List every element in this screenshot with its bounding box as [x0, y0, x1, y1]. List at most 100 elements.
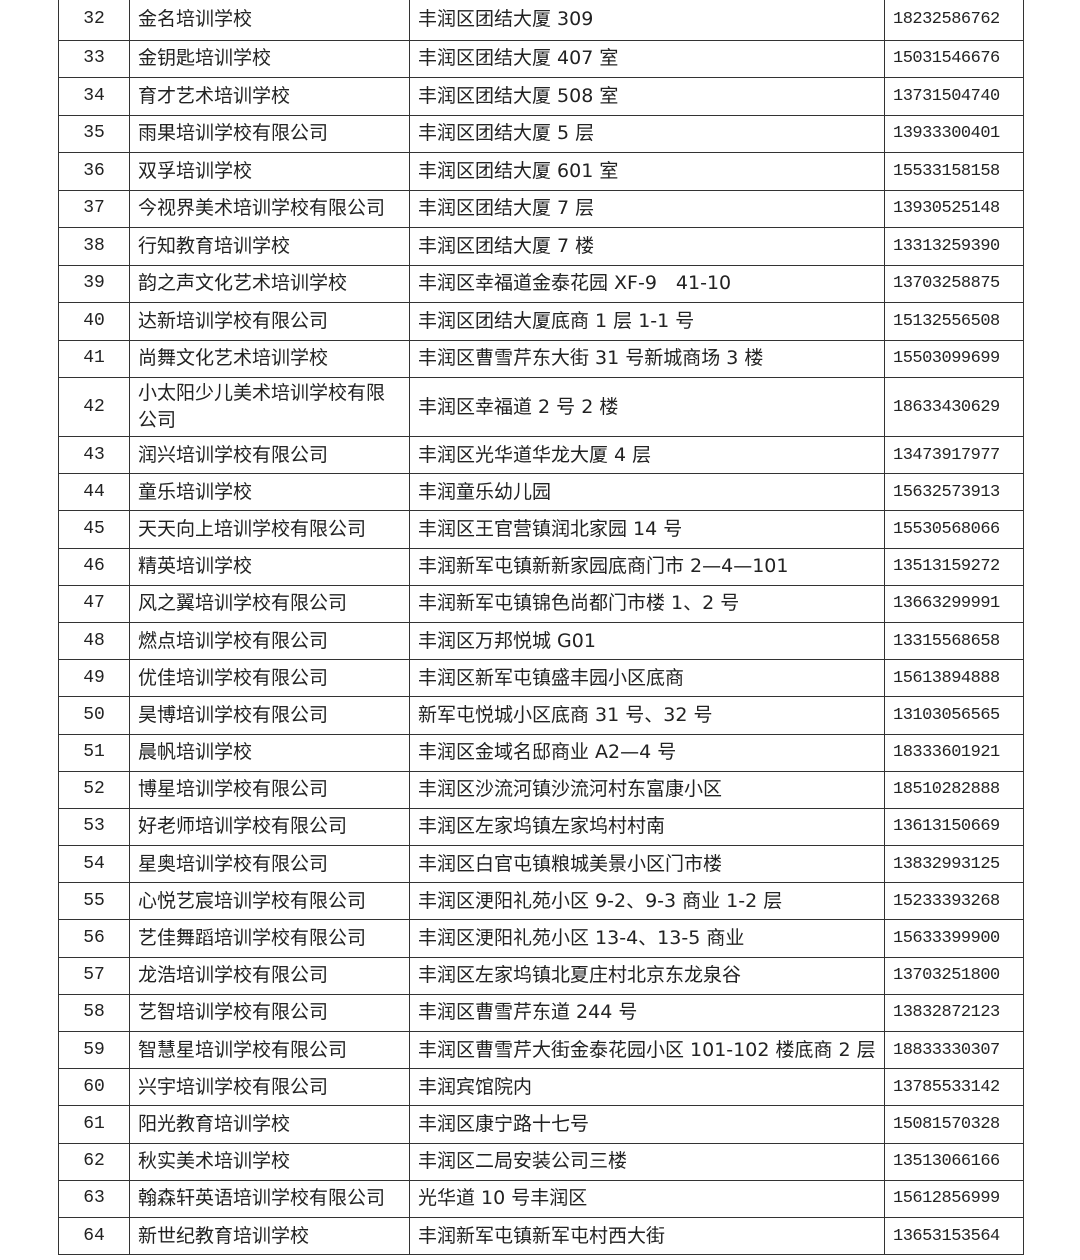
- phone-number: 13613150669: [884, 807, 1024, 847]
- address: 光华道 10 号丰润区: [409, 1179, 885, 1218]
- phone-number: 15031546676: [884, 39, 1024, 78]
- table-row: 63 翰森轩英语培训学校有限公司 光华道 10 号丰润区 15612856999: [58, 1179, 1024, 1218]
- address: 丰润区团结大厦 7 层: [409, 189, 885, 228]
- phone-number: 15633399900: [884, 919, 1024, 958]
- phone-number: 15533158158: [884, 152, 1024, 191]
- table-row: 49 优佳培训学校有限公司 丰润区新军屯镇盛丰园小区底商 15613894888: [58, 659, 1024, 698]
- phone-number: 13313259390: [884, 227, 1024, 266]
- row-number: 36: [58, 152, 130, 191]
- address: 新军屯悦城小区底商 31 号、32 号: [409, 696, 885, 735]
- phone-number: 15132556508: [884, 302, 1024, 341]
- row-number: 35: [58, 114, 130, 153]
- row-number: 54: [58, 845, 130, 884]
- row-number: 49: [58, 659, 130, 698]
- phone-number: 13473917977: [884, 435, 1024, 475]
- address: 丰润区新军屯镇盛丰园小区底商: [409, 659, 885, 698]
- school-name: 优佳培训学校有限公司: [129, 659, 410, 698]
- phone-number: 13513066166: [884, 1142, 1024, 1181]
- row-number: 39: [58, 264, 130, 303]
- phone-number: 15632573913: [884, 473, 1024, 512]
- school-name: 艺佳舞蹈培训学校有限公司: [129, 919, 410, 958]
- address: 丰润宾馆院内: [409, 1068, 885, 1107]
- address: 丰润区幸福道金泰花园 XF-9 41-10: [409, 264, 885, 303]
- row-number: 45: [58, 510, 130, 549]
- school-name: 好老师培训学校有限公司: [129, 807, 410, 847]
- school-name: 童乐培训学校: [129, 473, 410, 512]
- phone-number: 13103056565: [884, 696, 1024, 735]
- row-number: 48: [58, 621, 130, 661]
- school-name: 小太阳少儿美术培训学校有限公司: [129, 377, 410, 437]
- table-row: 42 小太阳少儿美术培训学校有限公司 丰润区幸福道 2 号 2 楼 186334306…: [58, 377, 1024, 437]
- address: 丰润新军屯镇新军屯村西大街: [409, 1216, 885, 1256]
- address: 丰润区团结大厦 309: [409, 0, 885, 41]
- table-row: 38 行知教育培训学校 丰润区团结大厦 7 楼 13313259390: [58, 227, 1024, 266]
- table-row: 55 心悦艺宸培训学校有限公司 丰润区浭阳礼苑小区 9-2、9-3 商业 1-2 层…: [58, 882, 1024, 921]
- table-row: 35 雨果培训学校有限公司 丰润区团结大厦 5 层 13933300401: [58, 114, 1024, 153]
- table-row: 45 天天向上培训学校有限公司 丰润区王官营镇润北家园 14 号 1553056806…: [58, 510, 1024, 549]
- school-name: 晨帆培训学校: [129, 733, 410, 772]
- address: 丰润区团结大厦 601 室: [409, 152, 885, 191]
- row-number: 60: [58, 1068, 130, 1107]
- row-number: 50: [58, 696, 130, 735]
- school-name: 新世纪教育培训学校: [129, 1216, 410, 1256]
- address: 丰润区团结大厦底商 1 层 1-1 号: [409, 302, 885, 341]
- table-row: 58 艺智培训学校有限公司 丰润区曹雪芹东道 244 号 13832872123: [58, 993, 1024, 1033]
- row-number: 38: [58, 227, 130, 266]
- phone-number: 13703251800: [884, 956, 1024, 995]
- phone-number: 13513159272: [884, 547, 1024, 586]
- phone-number: 18833330307: [884, 1030, 1024, 1070]
- row-number: 53: [58, 807, 130, 847]
- school-name: 尚舞文化艺术培训学校: [129, 339, 410, 378]
- address: 丰润区曹雪芹大街金泰花园小区 101-102 楼底商 2 层: [409, 1030, 885, 1070]
- table-row: 33 金钥匙培训学校 丰润区团结大厦 407 室 15031546676: [58, 39, 1024, 78]
- phone-number: 13785533142: [884, 1068, 1024, 1107]
- row-number: 41: [58, 339, 130, 378]
- row-number: 51: [58, 733, 130, 772]
- phone-number: 18333601921: [884, 733, 1024, 772]
- table-row: 52 博星培训学校有限公司 丰润区沙流河镇沙流河村东富康小区 18510282888: [58, 770, 1024, 809]
- address: 丰润区王官营镇润北家园 14 号: [409, 510, 885, 549]
- school-name: 金钥匙培训学校: [129, 39, 410, 78]
- phone-number: 13832993125: [884, 845, 1024, 884]
- address: 丰润区浭阳礼苑小区 9-2、9-3 商业 1-2 层: [409, 882, 885, 921]
- address: 丰润区二局安装公司三楼: [409, 1142, 885, 1181]
- address: 丰润区左家坞镇北夏庄村北京东龙泉谷: [409, 956, 885, 995]
- address: 丰润区曹雪芹东道 244 号: [409, 993, 885, 1033]
- school-name: 雨果培训学校有限公司: [129, 114, 410, 153]
- phone-number: 15233393268: [884, 882, 1024, 921]
- address: 丰润区团结大厦 407 室: [409, 39, 885, 78]
- row-number: 33: [58, 39, 130, 78]
- address: 丰润区康宁路十七号: [409, 1105, 885, 1144]
- address: 丰润区团结大厦 5 层: [409, 114, 885, 153]
- row-number: 55: [58, 882, 130, 921]
- table-row: 64 新世纪教育培训学校 丰润新军屯镇新军屯村西大街 13653153564: [58, 1216, 1024, 1256]
- phone-number: 13930525148: [884, 189, 1024, 228]
- school-name: 兴宇培训学校有限公司: [129, 1068, 410, 1107]
- address: 丰润区万邦悦城 G01: [409, 621, 885, 661]
- phone-number: 18633430629: [884, 377, 1024, 437]
- phone-number: 15530568066: [884, 510, 1024, 549]
- table-row: 32 金名培训学校 丰润区团结大厦 309 18232586762: [58, 0, 1024, 41]
- address: 丰润区白官屯镇粮城美景小区门市楼: [409, 845, 885, 884]
- table-row: 40 达新培训学校有限公司 丰润区团结大厦底商 1 层 1-1 号 151325565…: [58, 302, 1024, 341]
- address: 丰润区左家坞镇左家坞村村南: [409, 807, 885, 847]
- table-row: 43 润兴培训学校有限公司 丰润区光华道华龙大厦 4 层 13473917977: [58, 435, 1024, 475]
- table-row: 54 星奥培训学校有限公司 丰润区白官屯镇粮城美景小区门市楼 13832993125: [58, 845, 1024, 884]
- phone-number: 13731504740: [884, 77, 1024, 116]
- phone-number: 18510282888: [884, 770, 1024, 809]
- row-number: 47: [58, 584, 130, 623]
- row-number: 40: [58, 302, 130, 341]
- row-number: 52: [58, 770, 130, 809]
- table-row: 34 育才艺术培训学校 丰润区团结大厦 508 室 13731504740: [58, 77, 1024, 116]
- school-name: 星奥培训学校有限公司: [129, 845, 410, 884]
- row-number: 44: [58, 473, 130, 512]
- row-number: 61: [58, 1105, 130, 1144]
- school-name: 天天向上培训学校有限公司: [129, 510, 410, 549]
- row-number: 34: [58, 77, 130, 116]
- address: 丰润区团结大厦 508 室: [409, 77, 885, 116]
- table-row: 56 艺佳舞蹈培训学校有限公司 丰润区浭阳礼苑小区 13-4、13-5 商业 1563…: [58, 919, 1024, 958]
- school-name: 博星培训学校有限公司: [129, 770, 410, 809]
- school-name: 翰森轩英语培训学校有限公司: [129, 1179, 410, 1218]
- table-row: 44 童乐培训学校 丰润童乐幼儿园 15632573913: [58, 473, 1024, 512]
- address: 丰润区团结大厦 7 楼: [409, 227, 885, 266]
